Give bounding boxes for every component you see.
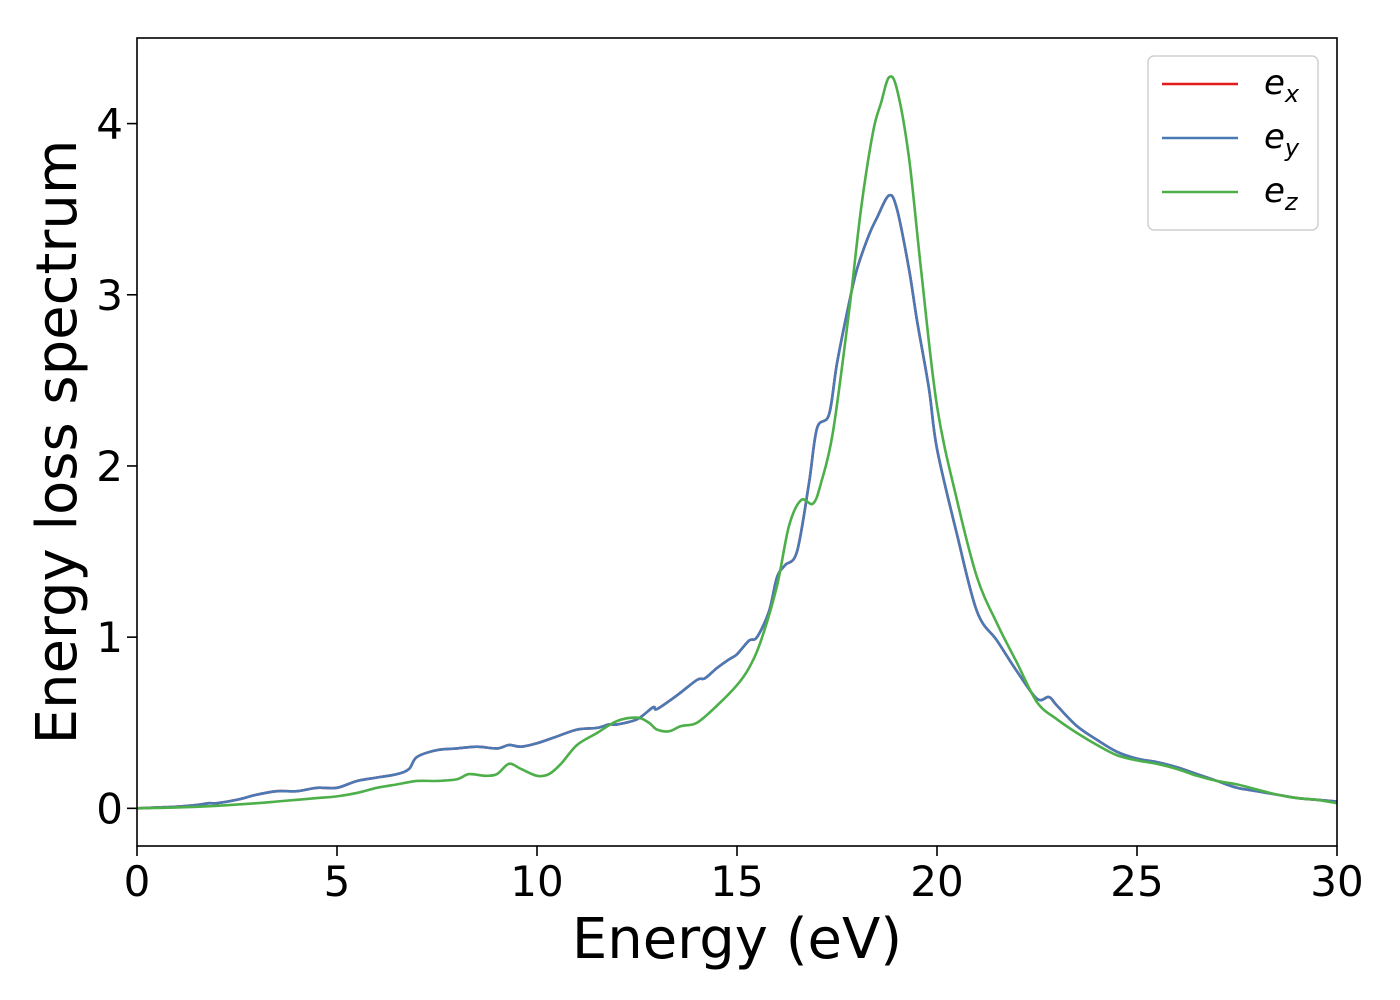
x-tick-label: 5 xyxy=(324,857,351,906)
series-line-ey xyxy=(136,193,1338,810)
y-axis-label: Energy loss spectrum xyxy=(25,140,90,745)
x-tick-label: 0 xyxy=(124,857,151,906)
series-line-ez xyxy=(136,75,1338,810)
y-tick-label: 2 xyxy=(96,442,123,491)
x-tick-label: 20 xyxy=(910,857,963,906)
x-tick-label: 25 xyxy=(1110,857,1163,906)
x-tick-label: 10 xyxy=(510,857,563,906)
legend-label-ex: ex xyxy=(1264,63,1300,108)
x-tick-label: 30 xyxy=(1310,857,1363,906)
x-tick-label: 15 xyxy=(710,857,763,906)
y-tick-label: 4 xyxy=(96,100,123,149)
y-tick-label: 0 xyxy=(96,784,123,833)
legend-frame xyxy=(1147,55,1319,231)
legend-subscript: z xyxy=(1284,188,1299,216)
y-tick-label: 3 xyxy=(96,271,123,320)
legend-subscript: x xyxy=(1284,80,1300,108)
y-tick-label: 1 xyxy=(96,613,123,662)
series-layer xyxy=(136,75,1338,810)
legend-subscript: y xyxy=(1284,134,1300,162)
ticks-layer: 0 5 10 15 20 25 30 0 1 2 3 4 xyxy=(96,100,1363,906)
series-line-ex xyxy=(136,193,1338,810)
x-axis-label: Energy (eV) xyxy=(572,907,902,972)
